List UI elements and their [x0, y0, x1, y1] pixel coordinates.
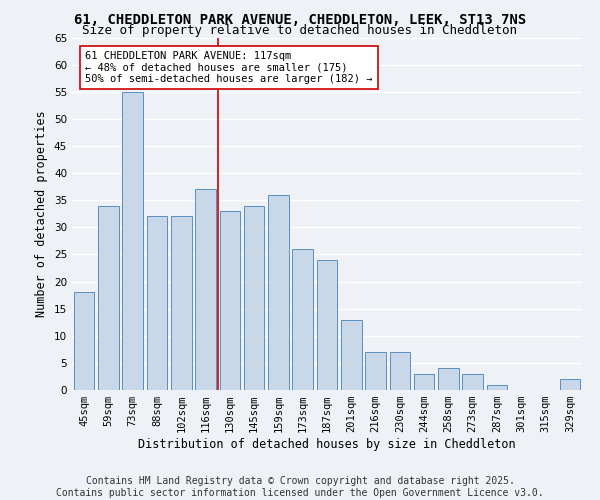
Text: 61, CHEDDLETON PARK AVENUE, CHEDDLETON, LEEK, ST13 7NS: 61, CHEDDLETON PARK AVENUE, CHEDDLETON, … [74, 12, 526, 26]
Bar [195, 190, 216, 390]
Bar [268, 195, 289, 390]
Bar [74, 292, 94, 390]
Bar [365, 352, 386, 390]
Bar [98, 206, 119, 390]
Bar [389, 352, 410, 390]
Bar [341, 320, 362, 390]
Bar [463, 374, 483, 390]
Bar [560, 379, 580, 390]
Bar [292, 249, 313, 390]
X-axis label: Distribution of detached houses by size in Cheddleton: Distribution of detached houses by size … [138, 438, 516, 451]
Text: 61 CHEDDLETON PARK AVENUE: 117sqm
← 48% of detached houses are smaller (175)
50%: 61 CHEDDLETON PARK AVENUE: 117sqm ← 48% … [85, 51, 373, 84]
Bar [122, 92, 143, 390]
Bar [220, 211, 240, 390]
Bar [414, 374, 434, 390]
Text: Size of property relative to detached houses in Cheddleton: Size of property relative to detached ho… [83, 24, 517, 37]
Text: Contains HM Land Registry data © Crown copyright and database right 2025.
Contai: Contains HM Land Registry data © Crown c… [56, 476, 544, 498]
Bar [438, 368, 459, 390]
Bar [146, 216, 167, 390]
Bar [317, 260, 337, 390]
Bar [244, 206, 265, 390]
Y-axis label: Number of detached properties: Number of detached properties [35, 110, 49, 317]
Bar [487, 384, 508, 390]
Bar [171, 216, 191, 390]
